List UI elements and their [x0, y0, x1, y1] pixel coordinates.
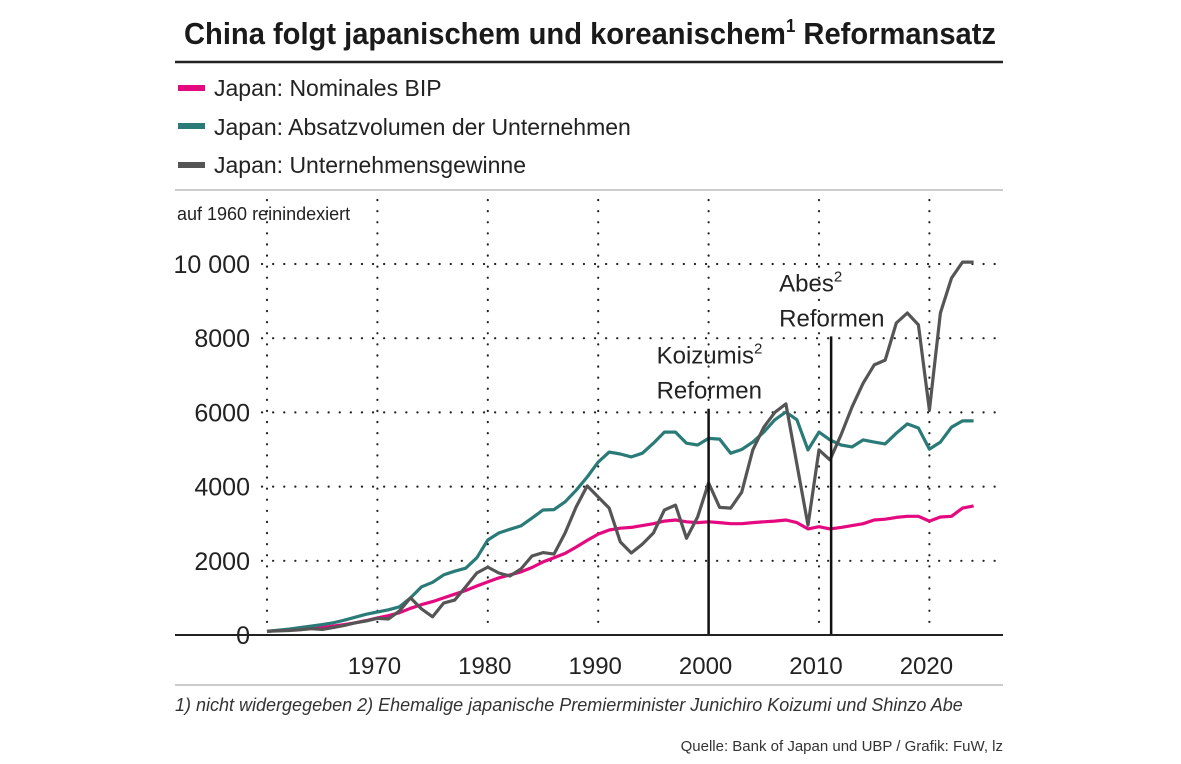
x-tick-label: 2010 — [789, 653, 842, 680]
y-tick-labels: 0200040006000800010 000 — [174, 251, 250, 650]
x-tick-label: 2000 — [679, 653, 732, 680]
legend: Japan: Nominales BIP Japan: Absatzvolume… — [178, 75, 631, 178]
series-line-japan-nominales-bip — [266, 504, 974, 633]
y-tick-label: 8000 — [194, 325, 250, 353]
x-tick-label: 1970 — [348, 653, 401, 680]
annotation-label: Koizumis2 — [657, 341, 763, 370]
legend-item: Japan: Nominales BIP — [178, 75, 442, 101]
footnote: 1) nicht widergegeben 2) Ehemalige japan… — [175, 695, 963, 715]
series-line-japan-unternehmensgewinne — [266, 260, 974, 633]
x-tick-label: 1980 — [458, 653, 511, 680]
legend-swatch — [178, 123, 205, 129]
annotations: Koizumis2 Reformen Abes2 Reformen — [657, 268, 885, 635]
legend-label: Japan: Unternehmensgewinne — [214, 152, 526, 178]
legend-swatch — [178, 85, 205, 91]
y-tick-label: 4000 — [194, 474, 250, 502]
legend-label: Japan: Absatzvolumen der Unternehmen — [214, 114, 631, 140]
legend-swatch — [178, 162, 205, 168]
legend-item: Japan: Unternehmensgewinne — [178, 152, 526, 178]
x-tick-labels: 1970 1980 1990 2000 2010 2020 — [348, 653, 953, 680]
annotation-label: Abes2 — [779, 268, 842, 297]
x-tick-label: 2020 — [900, 653, 953, 680]
y-tick-label: 10 000 — [174, 251, 250, 279]
x-tick-label: 1990 — [569, 653, 622, 680]
y-axis-label: auf 1960 reinindexiert — [177, 204, 350, 224]
legend-item: Japan: Absatzvolumen der Unternehmen — [178, 114, 631, 140]
annotation-label: Reformen — [657, 378, 762, 405]
y-tick-label: 6000 — [194, 399, 250, 427]
y-tick-label: 2000 — [194, 548, 250, 576]
legend-label: Japan: Nominales BIP — [214, 75, 442, 101]
series-lines — [266, 260, 974, 633]
annotation-label: Reformen — [779, 305, 884, 332]
source: Quelle: Bank of Japan und UBP / Grafik: … — [681, 738, 1003, 755]
series-line-japan-absatzvolumen-der-unternehmen — [266, 410, 974, 633]
chart-title: China folgt japanischem und koreanischem… — [184, 16, 996, 51]
gridlines — [260, 198, 1005, 634]
